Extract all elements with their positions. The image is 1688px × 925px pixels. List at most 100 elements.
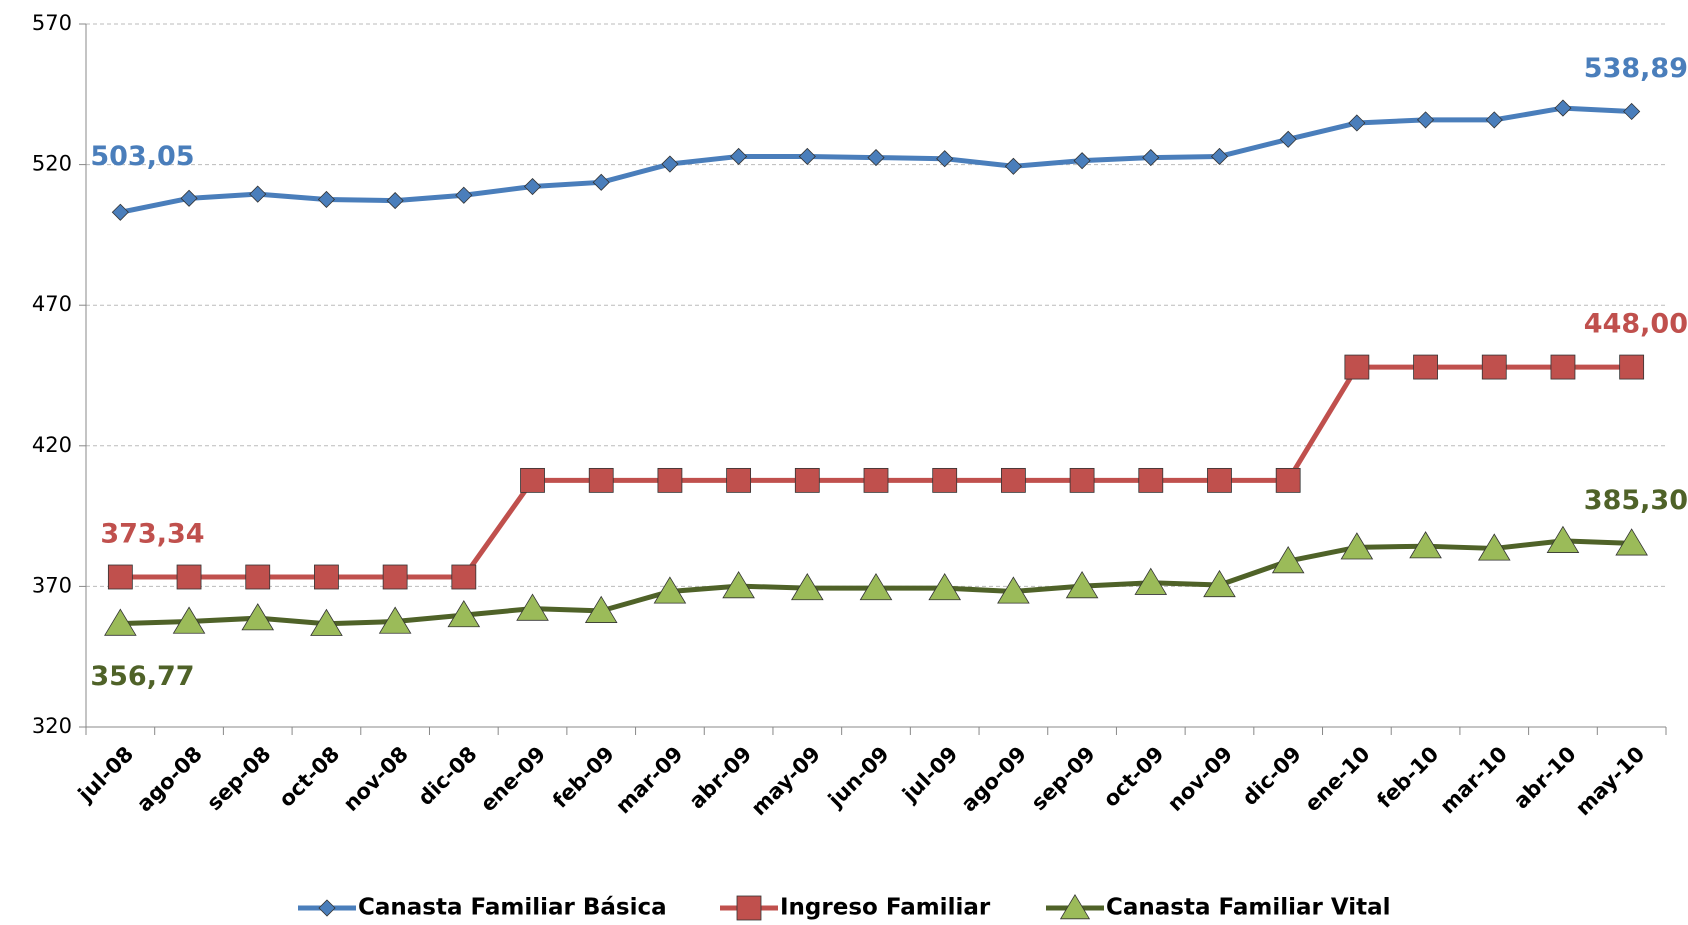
marker [592, 173, 610, 191]
value-label: 385,30 [1584, 485, 1688, 516]
marker [584, 595, 618, 623]
value-label: 356,77 [90, 661, 194, 692]
marker [1417, 111, 1435, 129]
legend-label: Canasta Familiar Básica [358, 895, 667, 921]
x-tick-label: nov-09 [1163, 742, 1237, 816]
marker [928, 573, 962, 601]
x-tick-label: ene-09 [476, 742, 551, 817]
marker [726, 467, 752, 493]
marker [932, 467, 958, 493]
marker [386, 192, 404, 210]
marker [790, 573, 824, 601]
marker [520, 467, 545, 493]
marker [936, 150, 954, 168]
x-tick-label: may-10 [1571, 742, 1650, 821]
marker [378, 606, 412, 634]
marker [180, 189, 198, 207]
marker [1073, 152, 1091, 170]
y-tick-label: 570 [32, 11, 72, 35]
marker [523, 177, 542, 196]
marker [1059, 894, 1091, 920]
marker [451, 564, 477, 590]
marker [798, 147, 816, 166]
x-tick-label: oct-08 [274, 742, 344, 812]
marker [1413, 354, 1438, 380]
marker [1344, 354, 1370, 380]
marker [1481, 354, 1507, 380]
legend-label: Canasta Familiar Vital [1106, 895, 1391, 921]
marker [1142, 149, 1160, 167]
x-tick-label: may-09 [747, 742, 826, 821]
value-label: 538,89 [1584, 53, 1688, 84]
marker [249, 185, 267, 203]
marker [1340, 532, 1374, 560]
marker [245, 564, 271, 590]
marker [794, 467, 820, 493]
marker [317, 190, 336, 209]
marker [1477, 533, 1511, 561]
marker [736, 895, 762, 921]
x-tick-label: mar-10 [1435, 742, 1512, 819]
marker [863, 467, 889, 493]
marker [730, 147, 748, 166]
y-tick-label: 520 [32, 152, 72, 176]
marker [722, 571, 755, 599]
x-tick-label: dic-08 [413, 742, 481, 810]
marker [1348, 114, 1366, 132]
marker [1069, 467, 1095, 493]
marker [310, 608, 343, 636]
marker [1275, 467, 1301, 493]
x-tick-label: jul-08 [73, 742, 138, 807]
marker [455, 186, 473, 204]
marker [516, 593, 549, 621]
marker [1134, 567, 1168, 595]
marker [104, 608, 137, 636]
marker [447, 600, 481, 628]
value-label: 373,34 [100, 519, 204, 550]
marker [997, 576, 1030, 604]
marker [1065, 571, 1099, 599]
marker [176, 564, 202, 590]
marker [661, 155, 679, 173]
marker [1000, 467, 1026, 493]
marker [588, 467, 614, 493]
x-tick-label: oct-09 [1099, 742, 1169, 812]
marker [1615, 528, 1648, 556]
x-tick-label: feb-10 [1372, 742, 1443, 813]
marker [1207, 467, 1232, 493]
x-tick-label: ene-10 [1300, 742, 1375, 817]
x-tick-label: abr-10 [1509, 742, 1581, 814]
marker [657, 467, 683, 493]
legend-label: Ingreso Familiar [780, 895, 991, 921]
x-tick-label: abr-09 [685, 742, 757, 814]
x-tick-label: ago-09 [957, 742, 1032, 817]
marker [1004, 157, 1022, 175]
x-tick-label: sep-09 [1027, 742, 1100, 815]
x-tick-label: ago-08 [132, 742, 207, 817]
y-tick-label: 470 [32, 292, 72, 316]
marker [1210, 147, 1229, 166]
x-tick-label: mar-09 [611, 742, 688, 819]
value-label: 448,00 [1584, 309, 1688, 340]
x-tick-label: feb-09 [548, 742, 619, 813]
marker [241, 603, 275, 631]
x-tick-label: nov-08 [339, 742, 413, 816]
marker [867, 149, 885, 167]
marker [1546, 525, 1580, 553]
x-tick-label: dic-09 [1238, 742, 1306, 810]
marker [172, 606, 206, 634]
marker [1138, 467, 1164, 493]
marker [859, 573, 893, 601]
marker [111, 203, 129, 221]
y-tick-label: 320 [32, 714, 72, 738]
marker [1203, 569, 1236, 598]
value-label: 503,05 [90, 141, 194, 172]
x-tick-label: jun-09 [823, 742, 894, 813]
x-tick-label: jul-09 [897, 742, 962, 807]
y-tick-label: 420 [32, 433, 72, 457]
marker [1623, 102, 1641, 121]
marker [1279, 130, 1297, 148]
x-tick-label: sep-08 [202, 742, 275, 815]
